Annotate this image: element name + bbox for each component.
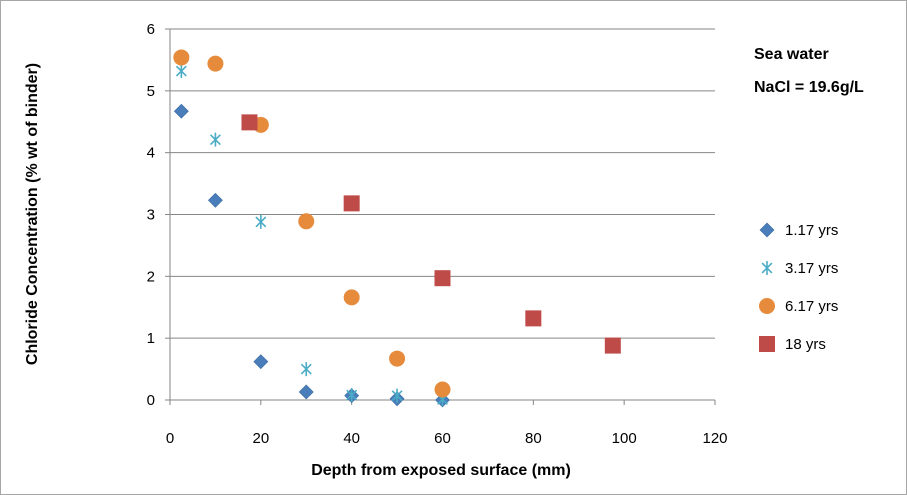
x-tick-label-0: 0 xyxy=(166,430,174,447)
point-square-4 xyxy=(604,337,621,354)
legend-marker-square xyxy=(759,336,775,352)
point-diamond-1 xyxy=(207,192,223,208)
point-circle-4 xyxy=(343,289,360,306)
x-axis-title: Depth from exposed surface (mm) xyxy=(311,462,571,479)
y-axis-title: Chloride Concentration (% wt of binder) xyxy=(24,63,41,365)
y-tick-label-2: 2 xyxy=(147,268,155,285)
series-1-17-yrs xyxy=(173,103,450,408)
point-star-0 xyxy=(175,64,187,79)
point-star-3 xyxy=(300,362,312,377)
gridlines xyxy=(165,28,716,405)
point-star-2 xyxy=(255,214,267,229)
x-tick-label-120: 120 xyxy=(702,430,727,447)
legend: 1.17 yrs 3.17 yrs 6.17 yrs 18 yrs xyxy=(759,222,838,353)
point-square-1 xyxy=(343,195,360,212)
point-diamond-2 xyxy=(253,354,269,370)
x-tick-label-80: 80 xyxy=(525,430,542,447)
legend-marker-circle xyxy=(759,298,775,314)
point-diamond-0 xyxy=(173,103,189,119)
legend-label: 6.17 yrs xyxy=(785,298,838,315)
legend-label: 1.17 yrs xyxy=(785,222,838,239)
point-circle-1 xyxy=(207,55,224,72)
point-square-2 xyxy=(434,270,451,287)
series-3-17-yrs xyxy=(175,64,448,407)
point-circle-0 xyxy=(173,49,190,66)
y-tick-label-5: 5 xyxy=(147,83,155,100)
point-circle-6 xyxy=(434,381,451,398)
x-tick-label-60: 60 xyxy=(434,430,451,447)
point-circle-3 xyxy=(298,213,315,230)
point-star-5 xyxy=(391,388,403,403)
x-tick-label-20: 20 xyxy=(252,430,269,447)
point-square-0 xyxy=(241,114,258,131)
annotation-line-2: NaCl = 19.6g/L xyxy=(754,79,864,96)
series-18-yrs xyxy=(241,114,621,354)
y-tick-label-0: 0 xyxy=(147,392,155,409)
legend-label: 18 yrs xyxy=(785,336,826,353)
legend-label: 3.17 yrs xyxy=(785,260,838,277)
point-diamond-3 xyxy=(298,384,314,400)
y-tick-label-1: 1 xyxy=(147,330,155,347)
point-star-1 xyxy=(209,132,221,147)
point-square-3 xyxy=(525,310,542,327)
annotation-line-1: Sea water xyxy=(754,46,829,63)
point-star-4 xyxy=(346,388,358,403)
legend-marker-star xyxy=(761,261,773,275)
y-tick-label-4: 4 xyxy=(147,145,155,162)
series-6-17-yrs xyxy=(173,49,451,398)
data-marks xyxy=(173,49,621,408)
legend-marker-diamond xyxy=(759,222,775,238)
y-tick-label-3: 3 xyxy=(147,207,155,224)
y-tick-label-6: 6 xyxy=(147,21,155,38)
x-tick-label-40: 40 xyxy=(343,430,360,447)
x-tick-label-100: 100 xyxy=(612,430,637,447)
point-circle-5 xyxy=(389,350,406,367)
